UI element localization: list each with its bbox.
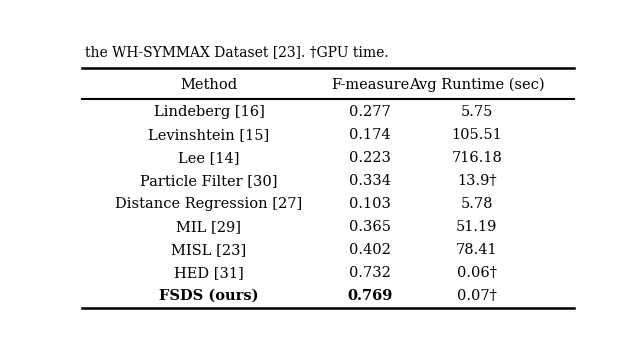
Text: 0.277: 0.277 [349,104,391,119]
Text: 0.334: 0.334 [349,174,391,188]
Text: 0.769: 0.769 [348,289,393,303]
Text: 51.19: 51.19 [456,220,497,234]
Text: Lee [14]: Lee [14] [178,151,240,165]
Text: 5.75: 5.75 [461,104,493,119]
Text: Particle Filter [30]: Particle Filter [30] [140,174,278,188]
Text: Distance Regression [27]: Distance Regression [27] [115,197,303,211]
Text: 5.78: 5.78 [461,197,493,211]
Text: 78.41: 78.41 [456,243,498,257]
Text: 13.9†: 13.9† [457,174,497,188]
Text: 105.51: 105.51 [451,128,502,142]
Text: Lindeberg [16]: Lindeberg [16] [154,104,264,119]
Text: HED [31]: HED [31] [174,266,244,280]
Text: 0.103: 0.103 [349,197,391,211]
Text: MIL [29]: MIL [29] [177,220,241,234]
Text: Levinshtein [15]: Levinshtein [15] [148,128,269,142]
Text: 0.06†: 0.06† [457,266,497,280]
Text: 0.365: 0.365 [349,220,391,234]
Text: MISL [23]: MISL [23] [172,243,246,257]
Text: Avg Runtime (sec): Avg Runtime (sec) [409,78,545,92]
Text: Method: Method [180,78,237,92]
Text: 0.07†: 0.07† [457,289,497,303]
Text: 0.174: 0.174 [349,128,391,142]
Text: FSDS (ours): FSDS (ours) [159,289,259,303]
Text: 0.223: 0.223 [349,151,391,165]
Text: F-measure: F-measure [331,78,410,92]
Text: 0.732: 0.732 [349,266,391,280]
Text: the WH-SYMMAX Dataset [23]. †GPU time.: the WH-SYMMAX Dataset [23]. †GPU time. [85,46,388,60]
Text: 0.402: 0.402 [349,243,391,257]
Text: 716.18: 716.18 [451,151,502,165]
